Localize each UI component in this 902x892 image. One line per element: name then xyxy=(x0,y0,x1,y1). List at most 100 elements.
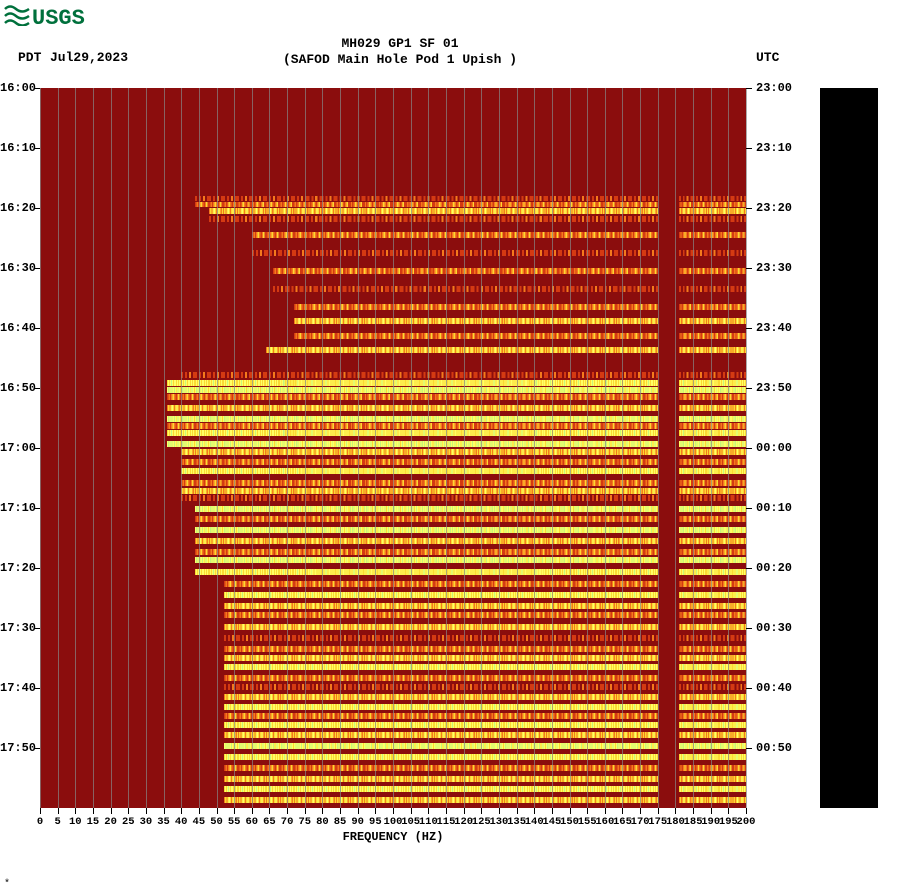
y-left-tick: 17:20 xyxy=(0,561,36,575)
tick-mark xyxy=(199,808,200,814)
spectrogram-row xyxy=(40,797,746,803)
spectrogram-row xyxy=(40,286,746,292)
spectrogram-row xyxy=(40,268,746,274)
x-tick: 165 xyxy=(613,816,632,828)
x-tick: 30 xyxy=(140,816,153,828)
tick-mark xyxy=(340,808,341,814)
x-tick: 25 xyxy=(122,816,135,828)
tick-mark xyxy=(34,148,40,149)
x-tick: 60 xyxy=(245,816,258,828)
x-tick: 140 xyxy=(525,816,544,828)
tick-mark xyxy=(111,808,112,814)
tick-mark xyxy=(358,808,359,814)
tick-mark xyxy=(517,808,518,814)
spectrogram-row xyxy=(40,704,746,710)
spectrogram-row xyxy=(40,250,746,256)
spectrogram-row xyxy=(40,208,746,214)
tick-mark xyxy=(287,808,288,814)
x-tick: 10 xyxy=(69,816,82,828)
y-right-tick: 23:30 xyxy=(756,261,792,275)
y-left-tick: 16:10 xyxy=(0,141,36,155)
spectrogram-row xyxy=(40,655,746,661)
spectrogram-row xyxy=(40,372,746,378)
y-right-tick: 23:50 xyxy=(756,381,792,395)
tick-mark xyxy=(34,748,40,749)
x-tick: 155 xyxy=(578,816,597,828)
tick-mark xyxy=(534,808,535,814)
spectrogram-plot xyxy=(40,88,746,808)
y-right-tick: 23:10 xyxy=(756,141,792,155)
x-tick: 190 xyxy=(701,816,720,828)
tick-mark xyxy=(393,808,394,814)
tick-mark xyxy=(34,568,40,569)
spectrogram-row xyxy=(40,786,746,792)
tick-mark xyxy=(34,628,40,629)
spectrogram-row xyxy=(40,516,746,522)
pdt-label: PDT xyxy=(18,50,41,65)
spectrogram-row xyxy=(40,569,746,575)
tick-mark xyxy=(746,688,752,689)
tick-mark xyxy=(128,808,129,814)
spectrogram-row xyxy=(40,232,746,238)
spectrogram-row xyxy=(40,480,746,486)
tick-mark xyxy=(746,628,752,629)
date-label: Jul29,2023 xyxy=(50,50,128,65)
spectrogram-row xyxy=(40,380,746,386)
spectrogram-row xyxy=(40,423,746,429)
spectrogram-row xyxy=(40,468,746,474)
tick-mark xyxy=(269,808,270,814)
x-tick: 40 xyxy=(175,816,188,828)
x-tick: 100 xyxy=(384,816,403,828)
spectrogram-row xyxy=(40,459,746,465)
tick-mark xyxy=(746,328,752,329)
y-left-tick: 17:10 xyxy=(0,501,36,515)
spectrogram-row xyxy=(40,430,746,436)
x-tick: 195 xyxy=(719,816,738,828)
y-right-tick: 23:20 xyxy=(756,201,792,215)
tick-mark xyxy=(605,808,606,814)
tick-mark xyxy=(746,808,747,814)
x-tick: 65 xyxy=(263,816,276,828)
x-tick: 115 xyxy=(436,816,455,828)
tick-mark xyxy=(693,808,694,814)
x-tick: 95 xyxy=(369,816,382,828)
tick-mark xyxy=(675,808,676,814)
spectrogram-background xyxy=(40,88,746,808)
y-right-tick: 00:00 xyxy=(756,441,792,455)
tick-mark xyxy=(34,388,40,389)
spectrogram-row xyxy=(40,387,746,393)
tick-mark xyxy=(746,88,752,89)
x-tick: 0 xyxy=(37,816,43,828)
x-tick: 55 xyxy=(228,816,241,828)
x-tick: 15 xyxy=(87,816,100,828)
tick-mark xyxy=(622,808,623,814)
x-tick: 85 xyxy=(334,816,347,828)
spectrogram-row xyxy=(40,506,746,512)
usgs-logo-text: USGS xyxy=(32,6,85,31)
tick-mark xyxy=(34,448,40,449)
spectrogram-row xyxy=(40,333,746,339)
tick-mark xyxy=(34,268,40,269)
spectrogram-row xyxy=(40,581,746,587)
spectrogram-row xyxy=(40,776,746,782)
spectrogram-row xyxy=(40,754,746,760)
tick-mark xyxy=(746,448,752,449)
spectrogram-row xyxy=(40,495,746,501)
x-tick: 80 xyxy=(316,816,329,828)
x-tick: 45 xyxy=(193,816,206,828)
y-left-tick: 17:50 xyxy=(0,741,36,755)
tick-mark xyxy=(375,808,376,814)
tick-mark xyxy=(746,748,752,749)
tick-mark xyxy=(58,808,59,814)
x-tick: 135 xyxy=(507,816,526,828)
tick-mark xyxy=(34,208,40,209)
spectrogram-row xyxy=(40,538,746,544)
tick-mark xyxy=(34,688,40,689)
tick-mark xyxy=(34,328,40,329)
spectrogram-row xyxy=(40,664,746,670)
tick-mark xyxy=(146,808,147,814)
spectrogram-row xyxy=(40,732,746,738)
usgs-wave-icon xyxy=(4,4,30,33)
spectrogram-row xyxy=(40,743,746,749)
x-tick: 110 xyxy=(419,816,438,828)
